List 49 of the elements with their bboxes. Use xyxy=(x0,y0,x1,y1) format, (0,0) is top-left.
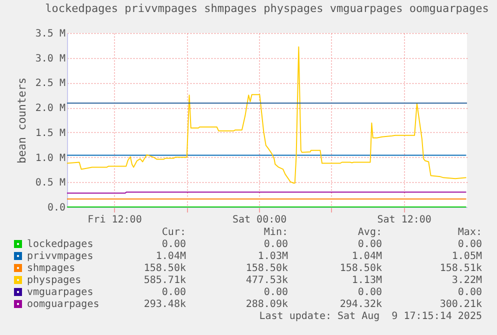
y-tick-label: 0.5 M xyxy=(35,178,66,189)
y-tick-label: 3.0 M xyxy=(35,53,66,64)
text: 0.00 xyxy=(358,287,382,298)
text: 0.00 xyxy=(458,239,482,250)
y-tick-label: 3.5 M xyxy=(35,28,66,40)
legend-label: privvmpages xyxy=(27,251,94,262)
y-tick-label: 2.0 M xyxy=(35,103,66,114)
legend-label: vmguarpages xyxy=(27,287,94,298)
legend-label: lockedpages xyxy=(27,239,94,250)
text: 3.22M xyxy=(452,275,482,286)
legend-label: physpages xyxy=(27,275,82,286)
text: 1.03M xyxy=(258,251,288,262)
text: 1.04M xyxy=(156,251,186,262)
x-tick-label: Sat 00:00 xyxy=(232,214,287,226)
text: 1.13M xyxy=(352,275,382,286)
text: 158.50k xyxy=(246,263,288,274)
text: 1.05M xyxy=(452,251,482,262)
text: 0.00 xyxy=(358,239,382,250)
y-tick-label: 0.0 xyxy=(47,202,66,214)
text: 293.48k xyxy=(144,299,186,310)
text: 0.00 xyxy=(458,287,482,298)
y-tick-label: 1.0 M xyxy=(35,152,66,164)
text: 300.21k xyxy=(440,299,482,310)
x-tick-label: Sat 12:00 xyxy=(377,214,432,226)
text: 1.04M xyxy=(352,251,382,262)
text: 158.50k xyxy=(144,263,186,274)
y-tick-label: 2.5 M xyxy=(35,78,66,90)
text: Cur: xyxy=(162,227,186,238)
text: 158.50k xyxy=(340,263,382,274)
text: 0.00 xyxy=(162,287,186,298)
text: 0.00 xyxy=(264,239,288,250)
legend-label: oomguarpages xyxy=(27,299,100,310)
text: Last update: Sat Aug 9 17:15:14 2025 xyxy=(259,311,482,322)
text: 585.71k xyxy=(144,275,186,286)
text: Min: xyxy=(264,227,288,238)
text: Avg: xyxy=(358,227,382,238)
text: 477.53k xyxy=(246,275,288,286)
legend-label: shmpages xyxy=(27,263,76,274)
text: Max: xyxy=(458,227,482,238)
text: 294.32k xyxy=(340,299,382,310)
text: 0.00 xyxy=(264,287,288,298)
line-series xyxy=(66,46,467,184)
text: 0.00 xyxy=(162,239,186,250)
x-tick-label: Fri 12:00 xyxy=(88,214,142,226)
y-axis-title: bean counters xyxy=(15,77,28,164)
text: 158.51k xyxy=(440,263,482,274)
y-tick-label: 1.5 M xyxy=(35,128,66,139)
text: 288.09k xyxy=(246,299,288,310)
chart-title: lockedpages privvmpages shmpages physpages vmguarpages oomguarpages xyxy=(45,2,489,15)
